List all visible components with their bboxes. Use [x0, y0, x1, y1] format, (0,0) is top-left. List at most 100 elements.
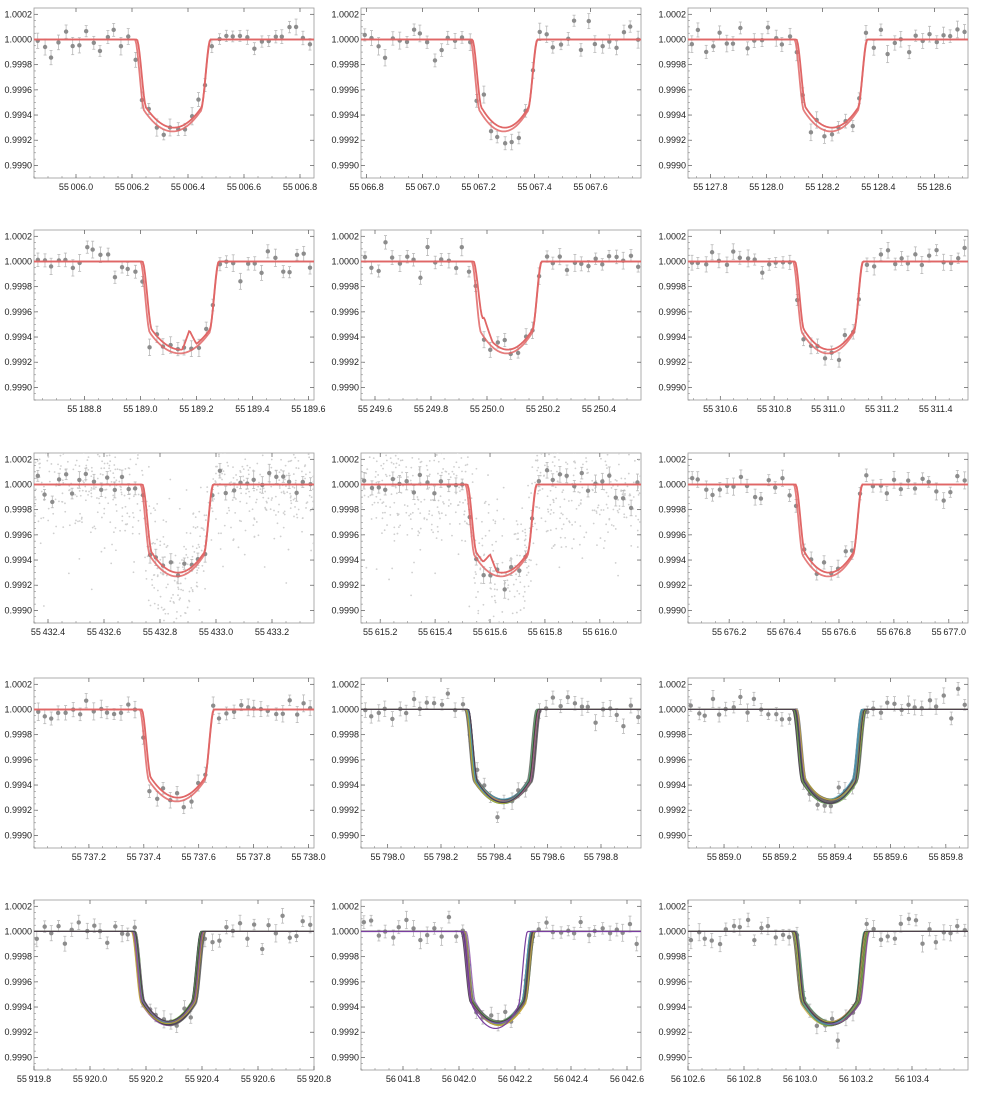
- raw-data-point: [448, 505, 450, 507]
- data-point: [516, 351, 520, 355]
- raw-data-point: [455, 511, 457, 513]
- raw-data-point: [185, 548, 187, 550]
- raw-data-point: [217, 485, 219, 487]
- raw-data-point: [186, 532, 188, 534]
- data-point: [404, 918, 408, 922]
- raw-data-point: [592, 509, 594, 511]
- raw-data-point: [398, 513, 400, 515]
- raw-data-point: [633, 482, 635, 484]
- data-point: [281, 269, 285, 273]
- ensemble-model-curve: [688, 709, 968, 803]
- raw-data-point: [301, 471, 303, 473]
- raw-data-point: [232, 539, 234, 541]
- ensemble-model-curve: [688, 709, 968, 803]
- raw-data-point: [157, 608, 159, 610]
- raw-data-point: [110, 563, 112, 565]
- y-tick-label: 0.9998: [4, 730, 32, 740]
- data-point: [920, 477, 924, 481]
- raw-data-point: [593, 523, 595, 525]
- raw-data-point: [476, 468, 478, 470]
- data-point: [780, 42, 784, 46]
- data-point: [252, 46, 256, 50]
- raw-data-point: [115, 504, 117, 506]
- raw-data-point: [43, 605, 45, 607]
- data-point: [704, 50, 708, 54]
- raw-data-point: [278, 479, 280, 481]
- raw-data-point: [161, 607, 163, 609]
- raw-data-point: [301, 531, 303, 533]
- raw-data-point: [526, 574, 528, 576]
- raw-data-point: [450, 476, 452, 478]
- raw-data-point: [46, 460, 48, 462]
- raw-data-point: [235, 498, 237, 500]
- raw-data-point: [290, 507, 292, 509]
- raw-data-point: [419, 512, 421, 514]
- raw-data-point: [292, 450, 294, 452]
- raw-data-point: [487, 474, 489, 476]
- raw-data-point: [296, 514, 298, 516]
- data-point: [84, 698, 88, 702]
- raw-data-point: [546, 531, 548, 533]
- plot-frame: [34, 678, 314, 848]
- data-point: [629, 254, 633, 258]
- light-curve-chart: 1.00021.00000.99980.99960.99940.99920.99…: [0, 222, 327, 426]
- raw-data-point: [475, 596, 477, 598]
- raw-data-point: [242, 452, 244, 454]
- ensemble-model-curve: [688, 709, 968, 799]
- data-point: [302, 251, 306, 255]
- raw-data-point: [488, 530, 490, 532]
- raw-data-point: [248, 469, 250, 471]
- raw-data-point: [286, 491, 288, 493]
- data-point: [941, 33, 945, 37]
- data-point: [495, 815, 499, 819]
- raw-data-point: [565, 546, 567, 548]
- raw-data-point: [51, 463, 53, 465]
- data-point: [63, 711, 67, 715]
- data-point: [788, 34, 792, 38]
- y-tick-label: 0.9992: [331, 357, 359, 367]
- raw-data-point: [524, 544, 526, 546]
- y-tick-label: 0.9990: [4, 382, 32, 392]
- raw-data-point: [466, 523, 468, 525]
- raw-data-point: [585, 532, 587, 534]
- raw-data-point: [74, 522, 76, 524]
- x-tick-label: 55 615.6: [473, 627, 507, 637]
- raw-data-point: [227, 465, 229, 467]
- ensemble-model-curve: [361, 709, 641, 802]
- y-tick-label: 1.0000: [4, 256, 32, 266]
- raw-data-point: [586, 468, 588, 470]
- data-point: [218, 469, 222, 473]
- data-point: [49, 716, 53, 720]
- data-point: [913, 252, 917, 256]
- raw-data-point: [608, 448, 610, 450]
- raw-data-point: [271, 497, 273, 499]
- data-point: [56, 711, 60, 715]
- data-point: [621, 724, 625, 728]
- raw-data-point: [163, 519, 165, 521]
- raw-data-point: [571, 548, 573, 550]
- data-point: [92, 479, 96, 483]
- raw-data-point: [102, 474, 104, 476]
- raw-data-point: [637, 519, 639, 521]
- ensemble-model-curve: [361, 931, 641, 1025]
- data-point: [614, 46, 618, 50]
- data-point: [962, 246, 966, 250]
- raw-data-point: [128, 468, 130, 470]
- data-point: [376, 44, 380, 48]
- raw-data-point: [617, 445, 619, 447]
- raw-data-point: [121, 507, 123, 509]
- y-tick-label: 0.9996: [4, 85, 32, 95]
- raw-data-point: [63, 443, 65, 445]
- data-point: [628, 24, 632, 28]
- raw-data-point: [157, 590, 159, 592]
- raw-data-point: [148, 505, 150, 507]
- raw-data-point: [393, 463, 395, 465]
- raw-data-point: [420, 528, 422, 530]
- data-point: [113, 275, 117, 279]
- y-tick-label: 0.9992: [658, 357, 686, 367]
- data-point: [432, 491, 436, 495]
- data-point: [551, 478, 555, 482]
- raw-data-point: [179, 597, 181, 599]
- raw-data-point: [437, 506, 439, 508]
- raw-data-point: [199, 609, 201, 611]
